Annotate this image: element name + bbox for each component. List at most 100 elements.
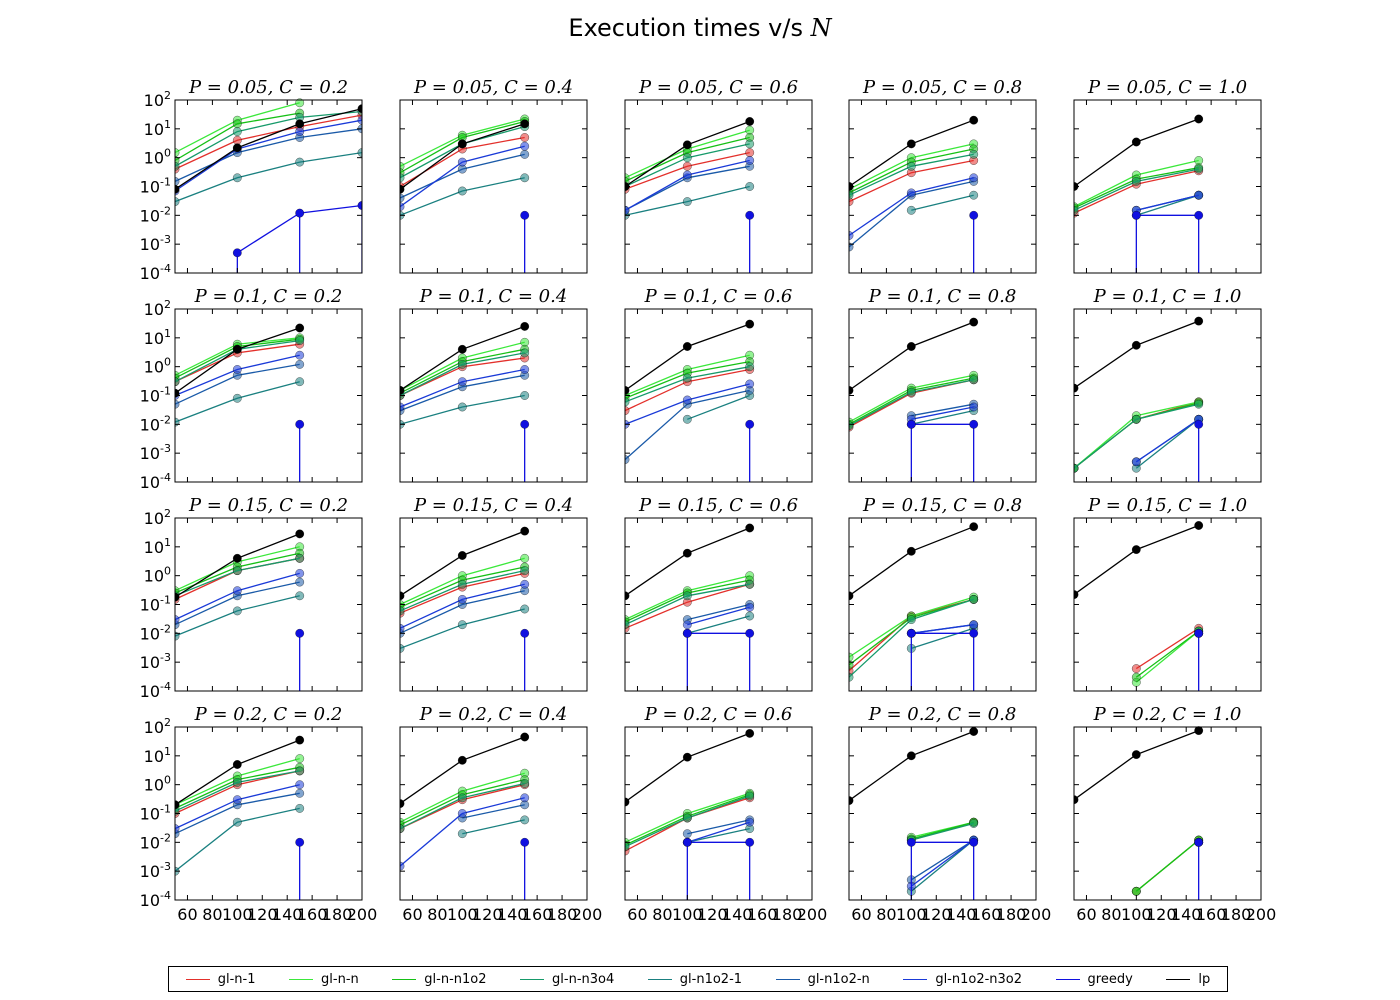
- data-point-gl-n1o2-n3o2: [682, 620, 692, 630]
- panel-frame: [1073, 726, 1262, 901]
- y-tick-label: 10-3: [140, 233, 171, 254]
- legend-item-gl-n-n: gl-n-n: [289, 972, 359, 987]
- data-point-gl-n1o2-n3o2: [682, 170, 692, 180]
- data-point-lp: [400, 799, 405, 809]
- legend-label: gl-n-1: [217, 971, 256, 987]
- panel-frame: [624, 99, 813, 274]
- x-tick-label: 60: [177, 905, 197, 924]
- y-tick-label-base: 10: [140, 805, 160, 824]
- legend-swatch: [185, 978, 210, 980]
- data-point-gl-n-n3o4: [520, 566, 530, 576]
- data-point-gl-n-n3o4: [969, 819, 979, 828]
- panel-title: P = 0.2, C = 0.4: [419, 704, 568, 725]
- series-group: [625, 117, 755, 273]
- series-group: [400, 114, 530, 273]
- panel-frame: [624, 517, 813, 692]
- series-line-gl-n1o2-1: [175, 151, 362, 203]
- x-tick-label: 140: [272, 905, 303, 924]
- data-point-greedy: [906, 628, 916, 638]
- data-point-greedy: [682, 837, 692, 847]
- legend-label: greedy: [1087, 971, 1133, 987]
- data-point-greedy: [1131, 210, 1141, 220]
- data-point-gl-n1o2-n3o2: [520, 141, 530, 151]
- data-point-gl-n1o2-n3o2: [1131, 457, 1141, 467]
- panel-3: P = 0.05, C = 0.6: [624, 77, 813, 274]
- legend-label: gl-n1o2-1: [679, 971, 743, 987]
- series-line-lp: [175, 327, 300, 394]
- x-tick-label: 100: [222, 905, 253, 924]
- series-group: [625, 728, 755, 900]
- y-tick-label: 101: [144, 118, 171, 139]
- data-point-gl-n-n3o4: [969, 594, 979, 604]
- y-tick-label-base: 10: [140, 473, 160, 492]
- data-point-gl-n1o2-n3o2: [625, 205, 630, 215]
- x-tick-label: 80: [652, 905, 672, 924]
- figure-title-text: Execution times v/s: [568, 14, 811, 42]
- y-tick-label-exponent: -3: [160, 651, 171, 664]
- y-tick-label-exponent: 1: [164, 327, 171, 340]
- panel-frame: [624, 726, 813, 901]
- data-point-gl-n1o2-n3o2: [745, 602, 755, 612]
- data-point-gl-n-n3o4: [1131, 176, 1141, 186]
- series-line-gl-n1o2-n: [462, 804, 525, 819]
- y-tick-label: 10-3: [140, 651, 171, 672]
- y-tick-label: 10-2: [140, 413, 171, 434]
- series-line-gl-n1o2-n3o2: [910, 839, 975, 887]
- y-tick-label: 10-3: [140, 860, 171, 881]
- panel-title: P = 0.05, C = 0.2: [188, 77, 348, 98]
- data-point-lp: [295, 529, 305, 539]
- legend-swatch: [775, 978, 800, 980]
- y-tick-label-exponent: -1: [160, 176, 171, 189]
- y-tick-label: 100: [144, 356, 171, 377]
- data-point-lp: [1131, 137, 1141, 147]
- data-point-gl-n-n3o4: [745, 362, 755, 372]
- data-point-lp: [969, 317, 979, 327]
- y-tick-label-base: 10: [140, 178, 160, 197]
- legend-label: lp: [1198, 971, 1211, 987]
- x-tick-label: 120: [247, 905, 278, 924]
- series-line-lp: [849, 730, 974, 802]
- x-tick-label: 160: [747, 905, 778, 924]
- data-point-gl-n1o2-n3o2: [520, 365, 530, 374]
- panel-title: P = 0.05, C = 0.8: [862, 77, 1022, 98]
- panel-title: P = 0.2, C = 0.6: [644, 704, 793, 725]
- series-group: [849, 115, 979, 273]
- panel-11: P = 0.15, C = 0.210210110010-110-210-310…: [140, 495, 363, 701]
- data-point-lp: [625, 591, 630, 601]
- panel-frame: [174, 517, 363, 692]
- data-point-gl-n1o2-n: [295, 359, 305, 369]
- x-tick-label: 80: [1101, 905, 1121, 924]
- data-point-lp: [520, 526, 530, 536]
- data-point-gl-n1o2-n3o2: [682, 395, 692, 405]
- series-line-lp: [625, 732, 750, 803]
- series-group: [1074, 316, 1204, 482]
- data-point-gl-n-n3o4: [849, 672, 854, 682]
- data-point-lp: [969, 115, 979, 125]
- data-point-gl-n1o2-n3o2: [232, 795, 242, 805]
- series-group: [1074, 521, 1204, 691]
- x-tick-label: 80: [202, 905, 222, 924]
- series-group: [175, 98, 362, 273]
- x-tick-label: 120: [1146, 905, 1177, 924]
- data-point-gl-n-n: [295, 754, 305, 764]
- legend-swatch: [1166, 978, 1191, 980]
- y-tick-label: 10-4: [140, 680, 171, 701]
- y-tick-label-exponent: -4: [160, 889, 171, 902]
- series-group: [1074, 726, 1204, 900]
- data-point-gl-n1o2-1: [232, 606, 242, 616]
- panel-frame: [174, 308, 363, 483]
- legend-item-gl-n1o2-n3o2: gl-n1o2-n3o2: [903, 972, 1022, 987]
- panel-title: P = 0.15, C = 1.0: [1087, 495, 1247, 516]
- y-tick-label: 100: [144, 147, 171, 168]
- series-line-gl-n-n3o4: [175, 110, 362, 167]
- y-tick-label: 10-4: [140, 262, 171, 283]
- series-line-lp: [625, 527, 750, 597]
- y-tick-label: 101: [144, 745, 171, 766]
- panel-title: P = 0.2, C = 0.8: [868, 704, 1017, 725]
- data-point-gl-n-n3o4: [625, 397, 630, 407]
- data-point-greedy: [745, 419, 755, 429]
- legend-item-gl-n-n3o4: gl-n-n3o4: [520, 972, 614, 987]
- x-tick-label: 200: [1246, 905, 1277, 924]
- y-tick-label: 101: [144, 536, 171, 557]
- data-point-lp: [400, 385, 405, 395]
